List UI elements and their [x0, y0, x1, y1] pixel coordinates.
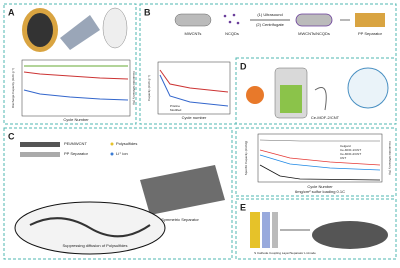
panel-mid-border: [235, 127, 397, 197]
separator-illustration: [355, 13, 385, 27]
legend-marker: [110, 142, 114, 146]
y-axis-label: Discharge Capacity (mAh g⁻¹): [11, 68, 15, 108]
curve: [259, 154, 381, 171]
anode: [272, 212, 278, 248]
chart-frame: [257, 133, 383, 183]
layer-illustration: [20, 142, 60, 147]
fiber-illustration: [314, 87, 327, 111]
y-axis-label: Specific Capacity (mAh/g): [244, 141, 248, 176]
legend-entry: Li⁺ ion: [116, 151, 128, 156]
legend-entry: PEI/MWCNT: [64, 141, 87, 146]
mwcnt-illustration: [174, 13, 212, 27]
fiber: [29, 217, 151, 238]
x-axis-label: Cycle Number: [307, 184, 333, 189]
caption: Ce-MOF-2/CNT: [311, 115, 340, 120]
legend-entry: Pristine: [170, 104, 180, 108]
separator-disc: [102, 7, 128, 49]
item-label: PP Separator: [358, 31, 383, 36]
battery-layer: [280, 85, 302, 113]
step-label: (2) Centrifugate: [256, 22, 285, 27]
curve: [23, 71, 129, 80]
caption: S Cathode Coupling Layer/Separator Li An…: [254, 251, 316, 255]
composite-illustration: [295, 13, 333, 27]
sulfur-sphere: [246, 86, 264, 104]
curve: [259, 149, 381, 166]
annotation: 6mg/cm² sulfur loading 0.1C: [295, 189, 345, 194]
legend-entry: Ce-MOF-2/CNT: [340, 152, 361, 156]
cathode: [250, 212, 260, 248]
separator-illustration: [60, 15, 100, 50]
panel-e-border: [235, 198, 397, 260]
label: Suppressing diffusion of Polysulfides: [62, 243, 127, 248]
label: Symmetric Separator: [161, 217, 199, 222]
layer-illustration: [20, 152, 60, 157]
legend-entry: PP Separator: [64, 151, 89, 156]
legend-marker: [110, 152, 114, 156]
curve: [159, 69, 229, 93]
legend-entry: Polysulfides: [116, 141, 137, 146]
curve: [259, 139, 380, 142]
x-axis-label: Cycle number: [182, 115, 207, 120]
item-label: MWCNTs: [185, 31, 202, 36]
curve: [159, 74, 229, 107]
y2-axis-label: Coulombic Efficiency (%): [132, 71, 136, 104]
legend-entry: Celgard: [340, 144, 351, 148]
curve: [23, 89, 129, 101]
ncqd-dots: [223, 13, 240, 25]
panel-label: A: [8, 7, 15, 17]
legend-entry: Modified: [170, 108, 182, 112]
panel-label: D: [240, 61, 247, 71]
panel-label: E: [240, 202, 246, 212]
separator-illustration: [312, 221, 388, 249]
y2-axis-label: Coulombic Efficiency (%): [388, 141, 392, 174]
item-label: NCQDs: [225, 31, 239, 36]
x-axis-label: Cycle Number: [63, 117, 89, 122]
separator: [262, 212, 270, 248]
chart-frame: [21, 59, 131, 117]
panel-c-border: [3, 127, 233, 260]
step-label: (1) Ultrasound: [257, 12, 282, 17]
separator-mesh: [140, 165, 225, 215]
y-axis-label: Capacity (mAh g⁻¹): [147, 75, 151, 101]
legend-entry: Ce-MOF-1/CNT: [340, 148, 361, 152]
panel-label: C: [8, 131, 15, 141]
mof-illustration: [347, 67, 389, 109]
legend-entry: CNT: [340, 156, 346, 160]
item-label: MWCNTs/NCQDs: [298, 31, 330, 36]
panel-label: B: [144, 7, 151, 17]
curve: [259, 164, 381, 181]
panel-d-border: [235, 57, 397, 125]
cell-illustration: [27, 13, 53, 47]
panel-a-border: [3, 3, 137, 125]
